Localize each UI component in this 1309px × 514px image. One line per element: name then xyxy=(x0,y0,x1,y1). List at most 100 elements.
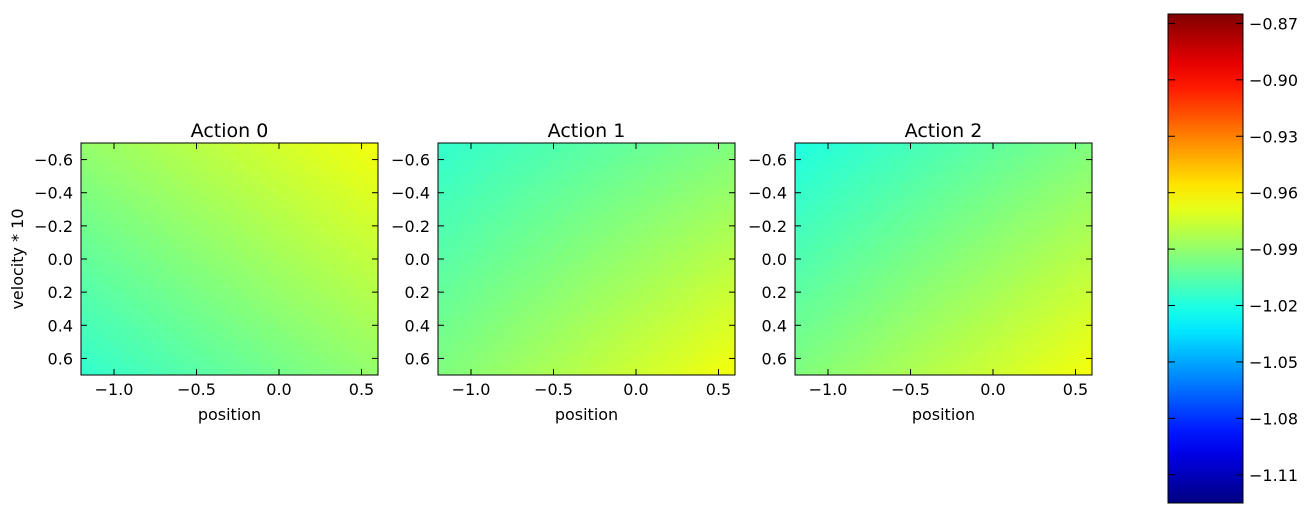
heatmap-cell xyxy=(973,166,982,173)
heatmap-cell xyxy=(318,282,327,289)
heatmap-cell xyxy=(809,276,818,283)
heatmap-cell xyxy=(869,270,878,277)
heatmap-cell xyxy=(266,154,275,161)
heatmap-cell xyxy=(712,299,721,306)
heatmap-cell xyxy=(712,172,721,179)
heatmap-cell xyxy=(906,160,915,167)
heatmap-cell xyxy=(259,253,268,260)
heatmap-cell xyxy=(527,253,536,260)
heatmap-cell xyxy=(229,328,238,335)
colorbar-tick-label: −1.02 xyxy=(1249,297,1298,316)
heatmap-cell xyxy=(549,351,558,359)
heatmap-cell xyxy=(438,293,447,301)
heatmap-cell xyxy=(340,235,349,243)
heatmap-cell xyxy=(326,183,335,190)
heatmap-cell xyxy=(839,224,848,231)
heatmap-cell xyxy=(876,189,885,196)
heatmap-cell xyxy=(1069,357,1078,364)
heatmap-cell xyxy=(564,317,573,324)
heatmap-cell xyxy=(898,224,907,231)
heatmap-cell xyxy=(802,259,811,266)
heatmap-cell xyxy=(110,177,119,185)
heatmap-cell xyxy=(192,206,201,214)
heatmap-cell xyxy=(95,363,104,370)
heatmap-cell xyxy=(571,218,580,225)
heatmap-cell xyxy=(110,270,119,277)
heatmap-cell xyxy=(802,172,811,179)
heatmap-cell xyxy=(199,160,208,167)
heatmap-cell xyxy=(943,334,952,341)
heatmap-cell xyxy=(147,241,156,248)
heatmap-cell xyxy=(683,183,692,190)
heatmap-cell xyxy=(81,143,90,150)
heatmap-cell xyxy=(549,293,558,301)
heatmap-cell xyxy=(549,160,558,167)
heatmap-cell xyxy=(690,363,699,370)
heatmap-cell xyxy=(222,259,231,266)
heatmap-cell xyxy=(943,166,952,173)
heatmap-cell xyxy=(876,288,885,295)
heatmap-cell xyxy=(876,311,885,318)
heatmap-cell xyxy=(601,357,610,364)
heatmap-cell xyxy=(333,322,342,330)
heatmap-cell xyxy=(832,363,841,370)
heatmap-cell xyxy=(296,311,305,318)
heatmap-cell xyxy=(705,230,714,237)
heatmap-cell xyxy=(303,230,312,237)
heatmap-cell xyxy=(690,346,699,353)
heatmap-cell xyxy=(318,218,327,225)
heatmap-cell xyxy=(251,328,260,335)
heatmap-cell xyxy=(1010,328,1019,335)
heatmap-cell xyxy=(527,346,536,353)
heatmap-cell xyxy=(140,172,149,179)
heatmap-cell xyxy=(125,340,134,347)
heatmap-cell xyxy=(288,293,297,301)
heatmap-cell xyxy=(593,322,602,330)
heatmap-cell xyxy=(980,230,989,237)
y-tick-label: −0.6 xyxy=(748,151,787,170)
heatmap-cell xyxy=(876,351,885,359)
heatmap-cell xyxy=(288,259,297,266)
heatmap-cell xyxy=(333,224,342,231)
heatmap-cell xyxy=(110,247,119,254)
heatmap-cell xyxy=(118,206,127,214)
heatmap-cell xyxy=(608,253,617,260)
heatmap-cell xyxy=(593,201,602,208)
heatmap-cell xyxy=(103,177,112,185)
heatmap-cell xyxy=(891,253,900,260)
heatmap-cell xyxy=(527,212,536,219)
heatmap-cell xyxy=(251,166,260,173)
heatmap-cell xyxy=(81,177,90,185)
heatmap-cell xyxy=(638,334,647,341)
heatmap-cell xyxy=(326,282,335,289)
heatmap-cell xyxy=(1062,247,1071,254)
heatmap-cell xyxy=(973,218,982,225)
heatmap-cell xyxy=(303,148,312,156)
heatmap-cell xyxy=(147,311,156,318)
heatmap-cell xyxy=(668,148,677,156)
heatmap-cell xyxy=(832,247,841,254)
heatmap-cell xyxy=(467,224,476,231)
heatmap-cell xyxy=(222,363,231,370)
heatmap-cell xyxy=(467,177,476,185)
heatmap-cell xyxy=(132,259,141,266)
heatmap-cell xyxy=(207,334,216,341)
heatmap-cell xyxy=(950,357,959,364)
heatmap-cell xyxy=(854,189,863,196)
heatmap-cell xyxy=(199,154,208,161)
heatmap-cell xyxy=(712,148,721,156)
heatmap-cell xyxy=(482,241,491,248)
heatmap-cell xyxy=(95,253,104,260)
heatmap-cell xyxy=(170,143,179,150)
heatmap-cell xyxy=(438,346,447,353)
heatmap-cell xyxy=(1062,166,1071,173)
heatmap-cell xyxy=(326,241,335,248)
heatmap-cell xyxy=(355,206,364,214)
heatmap-cell xyxy=(355,224,364,231)
heatmap-cell xyxy=(950,166,959,173)
heatmap-cell xyxy=(869,276,878,283)
heatmap-cell xyxy=(668,253,677,260)
heatmap-cell xyxy=(110,201,119,208)
heatmap-cell xyxy=(519,351,528,359)
heatmap-cell xyxy=(475,201,484,208)
